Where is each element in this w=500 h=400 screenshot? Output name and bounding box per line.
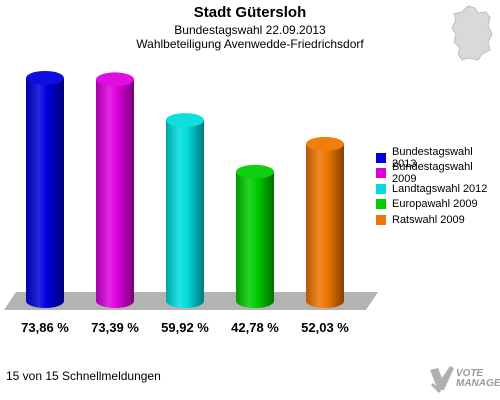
- bar-4: [306, 136, 344, 308]
- bar-3: [236, 164, 274, 308]
- chart-legend: Bundestagswahl 2013 Bundestagswahl 2009 La…: [376, 146, 500, 228]
- vote-manager-wordmark: VOTE MANAGER: [456, 369, 500, 389]
- vote-manager-logo-icon: [430, 366, 454, 394]
- bar-top: [166, 113, 204, 128]
- bar-body: [306, 143, 344, 308]
- legend-item-4: Ratswahl 2009: [376, 212, 500, 228]
- bar-2: [166, 113, 204, 308]
- legend-item-3: Europawahl 2009: [376, 197, 500, 213]
- bar-top: [306, 136, 344, 151]
- value-label-4: 52,03 %: [301, 320, 349, 335]
- bar-body: [166, 120, 204, 308]
- bar-body: [96, 79, 134, 308]
- logo-line-manager: MANAGER: [456, 378, 500, 389]
- bar-body: [236, 171, 274, 308]
- chart-subtitle-election: Bundestagswahl 22.09.2013: [174, 23, 326, 37]
- bar-body: [26, 78, 64, 308]
- logo-line-vote: VOTE: [456, 368, 484, 379]
- legend-label: Landtagswahl 2012: [392, 182, 488, 195]
- legend-label: Ratswahl 2009: [392, 213, 465, 226]
- legend-item-2: Landtagswahl 2012: [376, 181, 500, 197]
- bar-top: [26, 71, 64, 85]
- legend-label: Bundestagswahl 2013: [391, 145, 473, 170]
- legend-item-0: Bundestagswahl 2013: [376, 146, 500, 170]
- value-label-0: 73,86 %: [21, 320, 69, 335]
- bar-0: [26, 71, 64, 308]
- status-footer: 15 von 15 Schnellmeldungen: [6, 369, 161, 383]
- chart-title: Stadt Gütersloh: [193, 4, 307, 21]
- legend-swatch: [376, 199, 386, 210]
- legend-swatch: [376, 152, 386, 163]
- legend-swatch: [376, 168, 386, 179]
- legend-label: Europawahl 2009: [392, 198, 478, 211]
- value-label-3: 42,78 %: [231, 320, 279, 335]
- chart-subtitle-district: Wahlbeteiligung Avenwedde-Friedrichsdorf: [136, 37, 364, 51]
- bar-top: [236, 164, 274, 179]
- bar-1: [96, 72, 134, 308]
- legend-label: Bundestagswahl 2009: [391, 161, 473, 186]
- bar-top: [96, 72, 134, 87]
- legend-item-1: Bundestagswahl 2009: [376, 161, 500, 185]
- germany-map-icon: [451, 5, 493, 61]
- value-label-2: 59,92 %: [161, 320, 209, 335]
- value-label-1: 73,39 %: [91, 320, 139, 335]
- legend-swatch: [376, 183, 386, 194]
- legend-swatch: [376, 214, 386, 225]
